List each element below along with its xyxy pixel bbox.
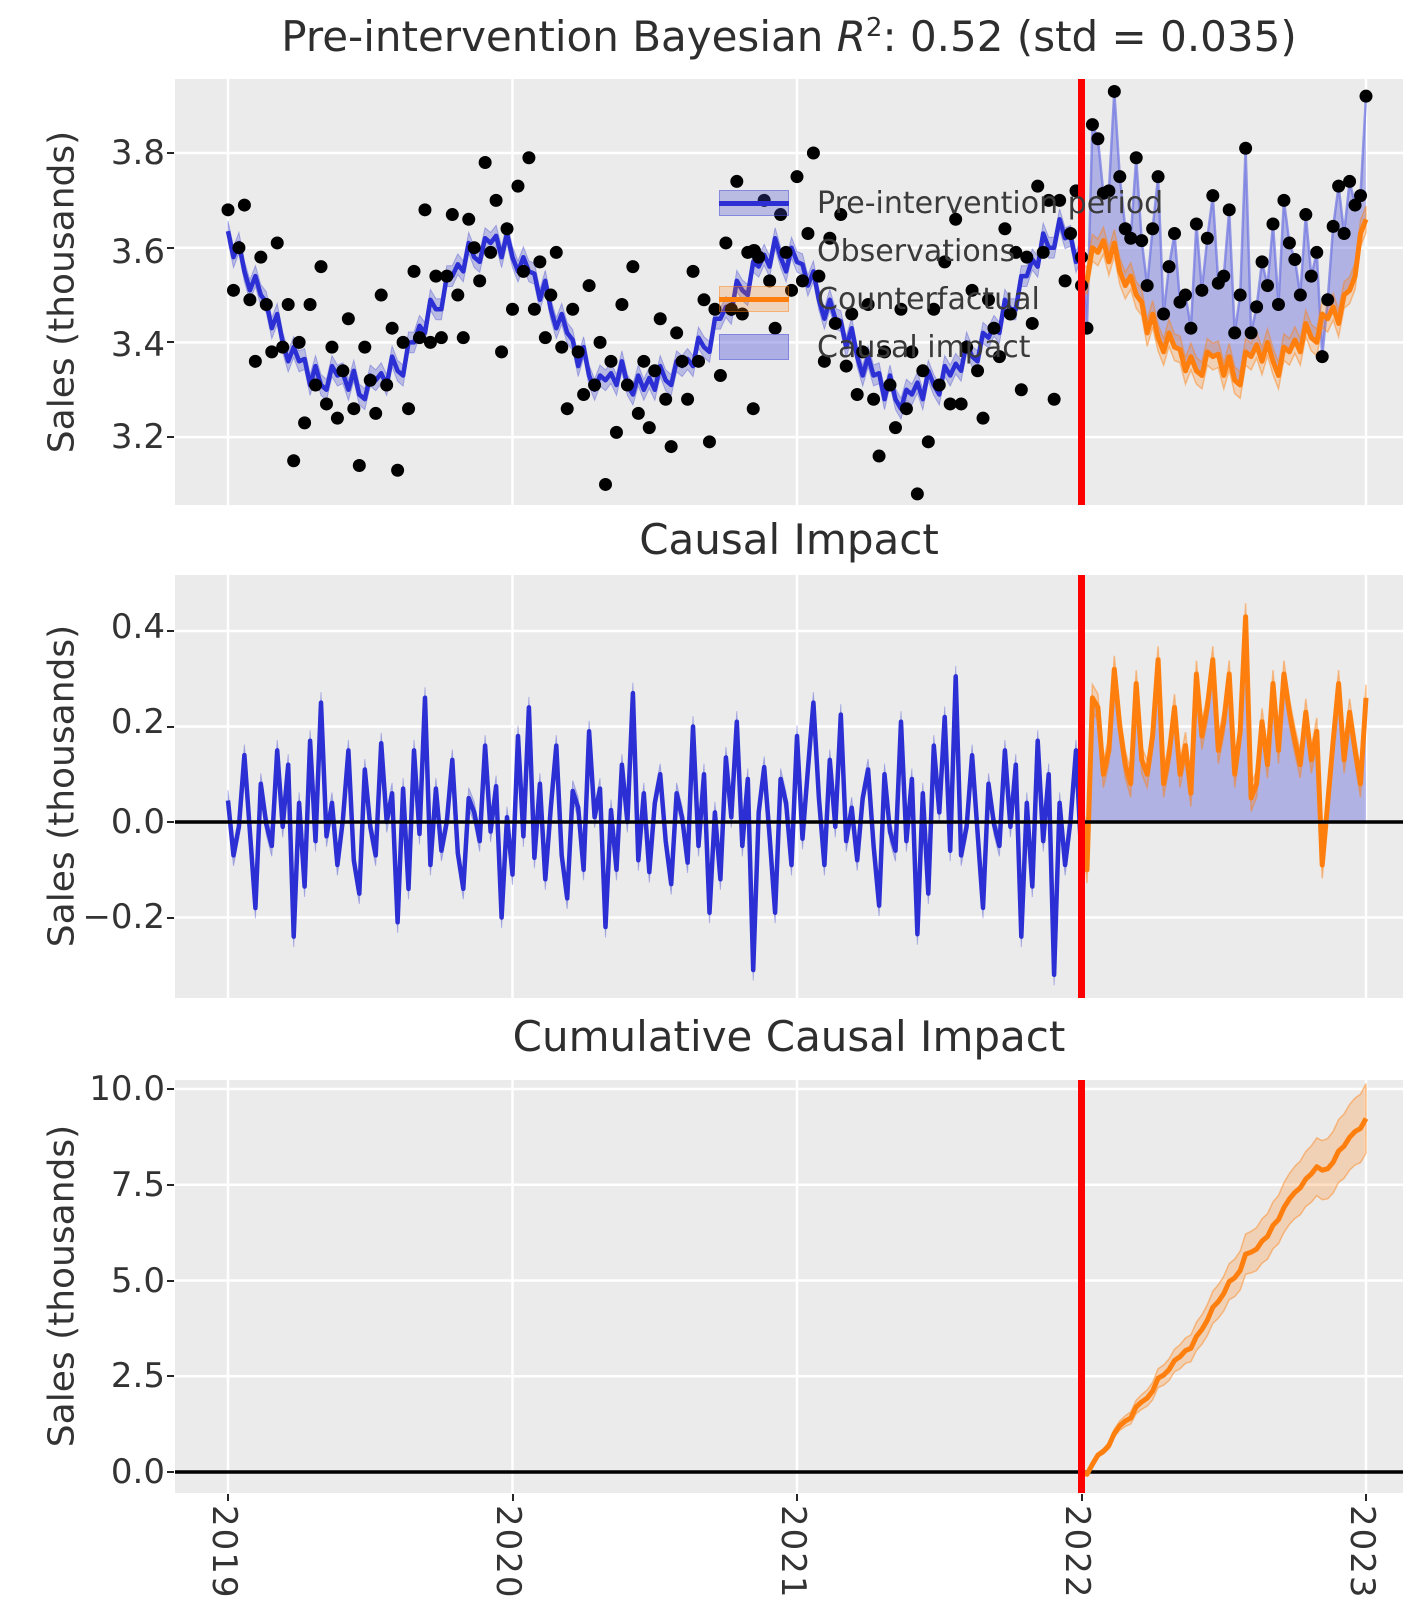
panel2-causal-impact-plot xyxy=(175,575,1403,998)
tick-mark xyxy=(167,246,174,249)
panel1-canvas xyxy=(175,79,1403,505)
causal-impact-patch-swatch-icon xyxy=(719,334,789,360)
panel3-ytick: 10.0 xyxy=(89,1069,165,1109)
pre-intervention-line-swatch-icon xyxy=(719,190,789,216)
xtick-2023: 2023 xyxy=(1342,1505,1382,1600)
panel1-title-prefix: Pre-intervention Bayesian xyxy=(281,12,837,61)
tick-mark xyxy=(511,1494,514,1501)
tick-mark xyxy=(167,152,174,154)
panel1-ytick: 3.4 xyxy=(110,325,165,365)
tick-mark xyxy=(167,1471,174,1473)
legend-item-observations: Observations xyxy=(719,227,1163,275)
panel1-ytick: 3.8 xyxy=(110,133,165,173)
xtick-2021: 2021 xyxy=(773,1505,813,1600)
panel1-title-r-symbol: R xyxy=(836,12,866,61)
panel2-title: Causal Impact xyxy=(639,515,939,564)
tick-mark xyxy=(167,725,174,728)
tick-mark xyxy=(167,1088,174,1090)
tick-mark xyxy=(167,630,174,632)
tick-mark xyxy=(167,1279,174,1282)
panel3-canvas xyxy=(175,1080,1403,1493)
observations-dot-swatch-icon xyxy=(719,238,789,264)
tick-mark xyxy=(167,436,174,439)
legend-label: Observations xyxy=(817,233,1016,269)
xtick-2020: 2020 xyxy=(488,1505,528,1600)
panel3-ytick: 2.5 xyxy=(110,1356,165,1396)
panel3-title: Cumulative Causal Impact xyxy=(512,1012,1066,1061)
panel1-title: Pre-intervention Bayesian R2: 0.52 (std … xyxy=(281,12,1297,61)
legend-label: Pre-intervention period xyxy=(817,185,1164,221)
tick-mark xyxy=(167,916,174,919)
panel1-ytick: 3.6 xyxy=(110,232,165,272)
tick-mark xyxy=(1365,1494,1367,1501)
panel2-ytick: 0.0 xyxy=(110,802,165,842)
panel3-cumulative-impact-plot xyxy=(175,1080,1403,1493)
xtick-2022: 2022 xyxy=(1057,1505,1097,1600)
legend-label: Counterfactual xyxy=(817,281,1040,317)
tick-mark xyxy=(227,1494,229,1501)
panel2-ytick: −0.2 xyxy=(82,897,165,937)
legend-item-counterfactual: Counterfactual xyxy=(719,275,1163,323)
panel2-canvas xyxy=(175,575,1403,998)
tick-mark xyxy=(167,1375,174,1378)
panel1-title-exponent: 2 xyxy=(865,13,883,43)
tick-mark xyxy=(167,1183,174,1186)
panel2-ytick: 0.2 xyxy=(110,702,165,742)
xtick-2019: 2019 xyxy=(204,1505,244,1600)
panel1-ytick: 3.2 xyxy=(110,417,165,457)
panel1-y-axis-label: Sales (thousands) xyxy=(41,130,83,454)
tick-mark xyxy=(796,1494,798,1501)
legend-label: Causal impact xyxy=(817,329,1031,365)
panel3-ytick: 5.0 xyxy=(110,1261,165,1301)
legend-item-causal-impact: Causal impact xyxy=(719,323,1163,371)
panel3-ytick: 7.5 xyxy=(110,1165,165,1205)
counterfactual-line-swatch-icon xyxy=(719,286,789,312)
tick-mark xyxy=(167,821,174,823)
tick-mark xyxy=(1080,1494,1083,1501)
panel3-ytick: 0.0 xyxy=(110,1452,165,1492)
panel1-pre-intervention-plot: Pre-intervention period Observations Cou… xyxy=(175,79,1403,505)
panel2-ytick: 0.4 xyxy=(110,607,165,647)
legend-item-pre-intervention: Pre-intervention period xyxy=(719,179,1163,227)
legend: Pre-intervention period Observations Cou… xyxy=(719,179,1163,371)
tick-mark xyxy=(167,341,174,344)
panel1-title-suffix: : 0.52 (std = 0.035) xyxy=(882,12,1297,61)
